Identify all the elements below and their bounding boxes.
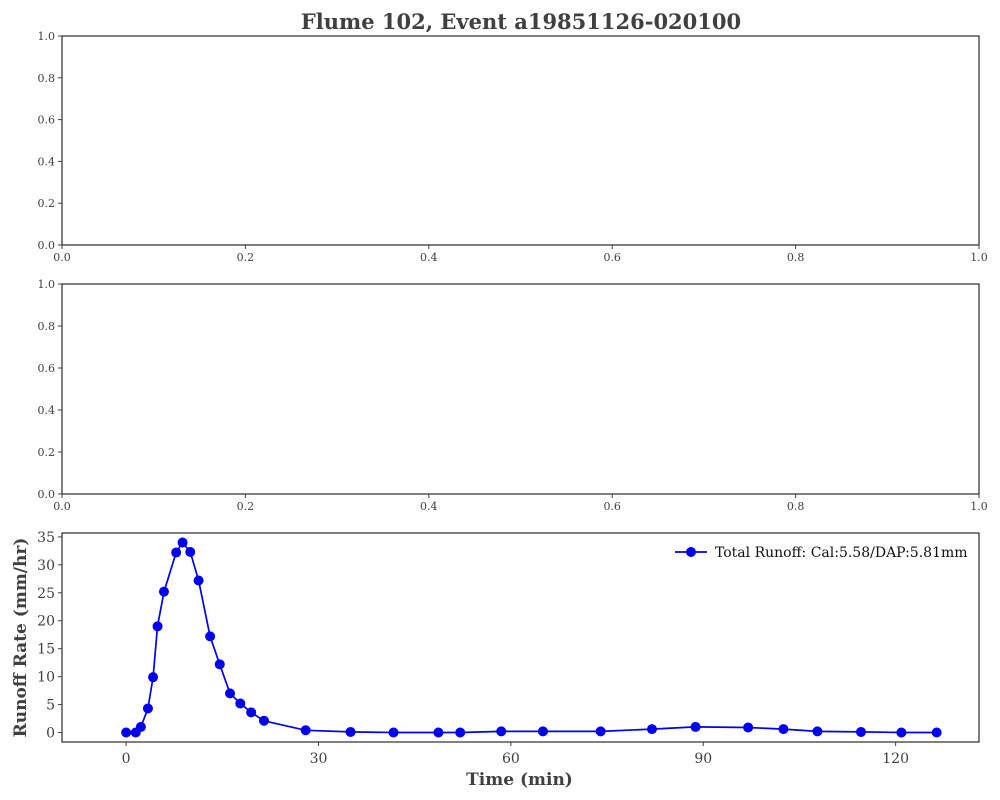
- y-tick-label: 0.6: [38, 114, 56, 127]
- x-tick-label: 120: [882, 751, 909, 767]
- subplot-1: 0.0 0.2 0.4 0.6 0.8 1.0 0.0 0.2 0.4 0.6 0.8 1.0: [38, 30, 988, 264]
- x-tick-label: 0: [122, 751, 131, 767]
- data-point: [225, 688, 236, 699]
- data-point: [135, 721, 146, 732]
- x-tick-label: 0.8: [787, 500, 805, 513]
- y-tick-label: 0.0: [38, 239, 56, 252]
- data-point: [646, 724, 657, 735]
- data-point: [214, 659, 225, 670]
- x-tick-label: 0.8: [787, 251, 805, 264]
- y-tick-label: 0: [46, 726, 55, 742]
- data-point: [171, 547, 182, 558]
- data-point: [345, 726, 356, 737]
- y-tick-label: 35: [37, 530, 55, 546]
- y-tick-label: 0.6: [38, 362, 56, 375]
- x-tick-label: 0.6: [603, 251, 621, 264]
- y-tick-label: 0.2: [38, 197, 56, 210]
- plot-frame: [61, 283, 980, 495]
- data-point: [258, 715, 269, 726]
- subplot-3: 0 30 60 90 120 0 5 10 15 20 25 30 35 Time (min) Runoff…: [11, 530, 980, 790]
- y-tick-label: 0.4: [38, 404, 56, 417]
- subplots: 0.0 0.2 0.4 0.6 0.8 1.00.00.20.40.60.81.00.0 0…: [11, 30, 988, 790]
- y-tick-label: 5: [46, 698, 55, 714]
- x-axis-label: Time (min): [466, 770, 573, 790]
- y-tick-label: 0.4: [38, 155, 56, 168]
- legend-label: Total Runoff: Cal:5.58/DAP:5.81mm: [715, 545, 968, 561]
- data-point: [931, 727, 942, 738]
- y-tick-label: 15: [37, 642, 55, 658]
- x-tick-label: 1.0: [970, 500, 988, 513]
- y-tick-label: 0.8: [38, 320, 56, 333]
- x-tick-label: 0.2: [237, 500, 255, 513]
- x-tick-label: 0.2: [237, 251, 255, 264]
- x-tick-label: 0.4: [420, 500, 438, 513]
- x-tick-label: 0.4: [420, 251, 438, 264]
- data-point: [743, 722, 754, 733]
- data-point: [496, 726, 507, 737]
- data-point: [778, 724, 789, 735]
- data-point: [158, 586, 169, 597]
- legend: Total Runoff: Cal:5.58/DAP:5.81mm: [675, 545, 968, 561]
- plot-frame: [61, 532, 980, 743]
- data-point: [856, 726, 867, 737]
- y-tick-label: 0.2: [38, 446, 56, 459]
- figure-title: Flume 102, Event a19851126-020100: [301, 9, 741, 34]
- y-tick-label: 20: [37, 614, 55, 630]
- data-point: [388, 727, 399, 738]
- subplot-2: 0.0 0.2 0.4 0.6 0.8 1.0 0.0 0.2 0.4 0.6 0.8 1.0: [38, 278, 988, 513]
- data-point: [595, 726, 606, 737]
- data-point: [185, 547, 196, 557]
- data-point: [690, 721, 701, 732]
- y-tick-label: 25: [37, 586, 55, 602]
- data-point: [121, 727, 132, 738]
- data-point: [148, 672, 159, 683]
- y-axis-label: Runoff Rate (mm/hr): [11, 538, 31, 738]
- y-tick-label: 1.0: [38, 278, 56, 291]
- x-tick-label: 0.0: [53, 500, 71, 513]
- x-tick-label: 90: [694, 751, 712, 767]
- data-point: [193, 575, 204, 586]
- data-point: [537, 726, 548, 737]
- data-point: [246, 707, 257, 718]
- data-point: [142, 703, 153, 714]
- series-line: [126, 541, 937, 734]
- legend-marker: [686, 547, 696, 557]
- data-point: [177, 537, 188, 548]
- data-point: [235, 698, 246, 709]
- y-tick-label: 10: [37, 670, 55, 686]
- x-tick-label: 30: [310, 751, 328, 767]
- y-tick-label: 0.8: [38, 72, 56, 85]
- plot-frame: [61, 35, 980, 246]
- y-tick-label: 1.0: [38, 30, 56, 43]
- data-point: [896, 727, 907, 738]
- data-point: [205, 631, 216, 642]
- data-point: [812, 726, 823, 737]
- data-point: [433, 727, 444, 738]
- data-point: [300, 725, 311, 736]
- x-tick-label: 60: [502, 751, 520, 767]
- y-tick-label: 0.0: [38, 488, 56, 501]
- data-point: [152, 621, 163, 632]
- y-tick-label: 30: [37, 558, 55, 574]
- x-tick-label: 0.0: [53, 251, 71, 264]
- data-point: [455, 727, 466, 738]
- x-tick-label: 0.6: [603, 500, 621, 513]
- x-tick-label: 1.0: [970, 251, 988, 264]
